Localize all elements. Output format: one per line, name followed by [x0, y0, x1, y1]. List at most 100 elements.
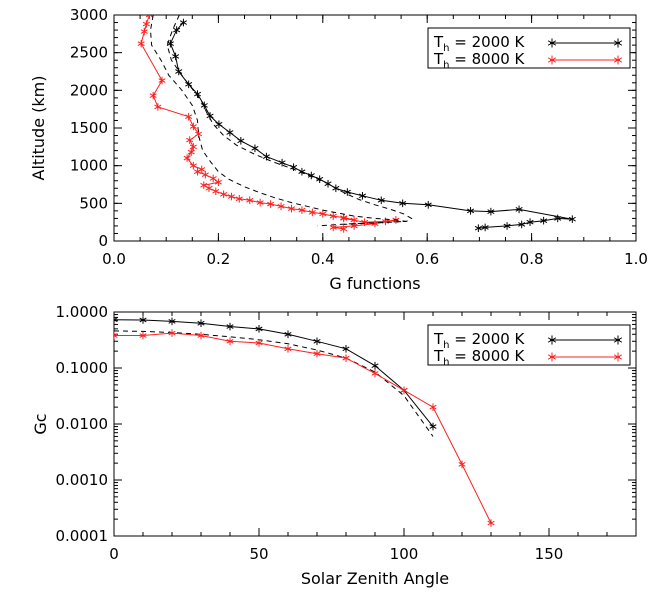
- data-point-marker: [227, 192, 235, 201]
- data-point-marker: [481, 223, 489, 232]
- altitude-vs-g-functions-panel: 0.0 0.2 0.4 0.6 0.8 1.0 0 500 1000 1500 2000 2500 30…: [29, 6, 648, 293]
- data-point-marker: [358, 192, 367, 200]
- data-point-marker: [142, 20, 150, 28]
- data-point-marker: [371, 361, 379, 370]
- gc-vs-solar-zenith-angle-panel: 0 50 100 150 0.0001 0.0010 0.0100 0.1000 1.0000 S…: [31, 303, 637, 588]
- data-point-marker: [474, 224, 482, 232]
- data-point-marker: [343, 188, 351, 196]
- data-point-marker: [540, 216, 548, 225]
- legend-label: Th = 8000 K: [433, 347, 526, 368]
- data-point-marker: [429, 403, 437, 411]
- data-point-marker: [399, 199, 407, 208]
- x-tick-label: 100: [390, 545, 419, 563]
- data-point-marker: [201, 170, 209, 179]
- data-point-marker: [284, 330, 292, 339]
- data-point-marker: [212, 187, 220, 196]
- data-point-marker: [137, 39, 145, 48]
- data-point-marker: [350, 222, 358, 230]
- data-point-marker: [205, 184, 213, 193]
- data-point-marker: [316, 175, 324, 184]
- legend-t: T: [433, 347, 444, 365]
- x-axis-label: Solar Zenith Angle: [301, 569, 449, 588]
- data-point-marker: [255, 325, 263, 333]
- legend-box: [427, 324, 631, 366]
- data-point-marker: [329, 223, 337, 232]
- data-point-marker: [189, 143, 197, 151]
- x-tick-label: 0.8: [520, 250, 544, 268]
- data-point-marker: [114, 315, 118, 324]
- data-point-marker: [200, 101, 208, 110]
- y-tick-label: 0.0010: [56, 471, 109, 489]
- data-point-marker: [246, 196, 254, 205]
- data-point-marker: [329, 212, 337, 220]
- data-point-marker: [371, 369, 379, 378]
- data-point-marker: [340, 214, 348, 223]
- data-point-marker: [220, 190, 228, 199]
- legend: Th = 2000 KTh = 8000 K: [427, 27, 631, 71]
- data-point-marker: [215, 120, 223, 129]
- data-point-marker: [298, 206, 306, 214]
- y-tick-label: 3000: [70, 6, 108, 24]
- x-tick-label: 0.4: [311, 250, 335, 268]
- data-point-marker: [526, 218, 534, 226]
- series-line: [140, 15, 396, 230]
- legend-subscript: h: [443, 357, 449, 368]
- data-point-marker: [168, 317, 176, 326]
- x-tick-label: 0: [109, 545, 119, 563]
- data-point-marker: [515, 205, 523, 214]
- legend-label: Th = 2000 K: [433, 330, 526, 351]
- data-point-marker: [342, 345, 350, 353]
- data-point-marker: [307, 171, 315, 180]
- legend-marker-left: [547, 335, 557, 345]
- series-line: [114, 332, 492, 524]
- data-point-marker: [277, 202, 285, 211]
- data-point-marker: [424, 201, 432, 209]
- data-point-marker: [187, 148, 195, 156]
- legend-marker-left: [547, 38, 557, 48]
- data-point-marker: [278, 158, 286, 167]
- data-point-marker: [342, 354, 350, 362]
- y-tick-label: 2000: [70, 81, 108, 99]
- data-point-marker: [154, 103, 162, 111]
- y-tick-label: 1.0000: [56, 303, 109, 321]
- x-tick-label: 0.6: [415, 250, 439, 268]
- data-point-marker: [145, 15, 154, 19]
- data-point-marker: [139, 316, 147, 324]
- x-tick-label: 1.0: [624, 250, 648, 268]
- legend-marker-right: [613, 335, 623, 345]
- data-point-marker: [226, 322, 234, 331]
- legend-marker-left: [547, 352, 557, 362]
- legend: Th = 2000 KTh = 8000 K: [427, 324, 631, 368]
- data-point-marker: [149, 91, 157, 100]
- data-point-marker: [158, 76, 166, 85]
- legend-label: Th = 8000 K: [433, 50, 526, 71]
- data-point-marker: [172, 52, 180, 61]
- y-tick-label: 500: [79, 194, 108, 212]
- y-tick-label: 0.0100: [56, 415, 109, 433]
- data-point-marker: [186, 136, 194, 144]
- data-point-marker: [189, 122, 197, 131]
- x-tick-label: 50: [249, 545, 268, 563]
- legend-subscript: h: [443, 60, 449, 71]
- data-point-marker: [179, 18, 187, 27]
- data-point-marker: [319, 210, 327, 218]
- data-point-marker: [340, 225, 348, 233]
- data-point-marker: [458, 460, 466, 469]
- y-tick-label: 0.0001: [56, 527, 109, 545]
- data-point-marker: [114, 331, 118, 340]
- data-point-marker: [235, 195, 243, 203]
- data-point-marker: [377, 196, 385, 205]
- x-tick-label: 150: [535, 545, 564, 563]
- legend-marker-right: [613, 55, 623, 65]
- legend-subscript: h: [443, 43, 449, 54]
- series-line: [114, 319, 434, 427]
- y-tick-label: 2500: [70, 44, 108, 62]
- data-point-marker: [140, 27, 148, 36]
- legend-rest: = 8000 K: [450, 347, 526, 365]
- data-point-marker: [568, 215, 576, 223]
- data-point-marker: [209, 174, 217, 183]
- legend-marker-right: [613, 38, 623, 48]
- data-point-marker: [503, 222, 511, 230]
- x-axis-label: G functions: [329, 274, 420, 293]
